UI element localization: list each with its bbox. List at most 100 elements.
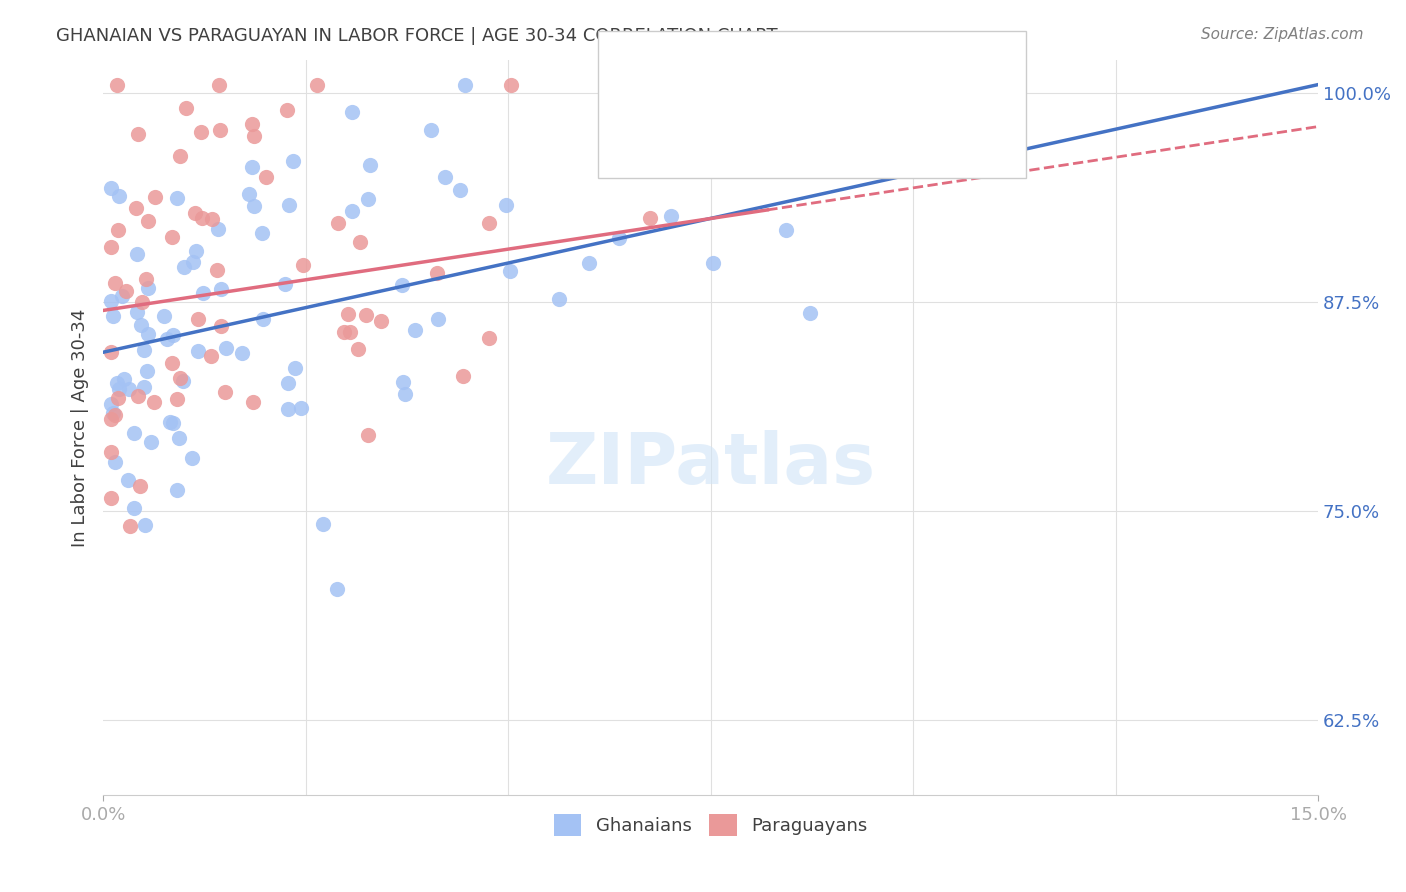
Point <box>127 247 149 261</box>
Point <box>638 211 661 226</box>
Point <box>131 294 153 309</box>
Text: GHANAIAN VS PARAGUAYAN IN LABOR FORCE | AGE 30-34 CORRELATION CHART: GHANAIAN VS PARAGUAYAN IN LABOR FORCE | … <box>56 27 778 45</box>
Point <box>162 327 184 342</box>
Point <box>184 244 207 258</box>
Point <box>169 371 191 385</box>
Point <box>548 292 571 306</box>
Text: ZIPatlas: ZIPatlas <box>546 430 876 499</box>
Point <box>336 307 359 321</box>
Text: 0.348: 0.348 <box>717 66 779 86</box>
Point <box>449 183 471 197</box>
Point <box>254 169 277 184</box>
Point <box>477 331 499 345</box>
Point <box>740 78 762 92</box>
Point <box>274 277 297 292</box>
Point <box>107 391 129 405</box>
Point <box>100 444 122 458</box>
Point <box>354 308 377 322</box>
Point <box>172 374 194 388</box>
Point <box>242 199 264 213</box>
Point <box>252 312 274 326</box>
Point <box>209 282 232 296</box>
Point <box>166 191 188 205</box>
Point <box>609 231 631 245</box>
Point <box>312 516 335 531</box>
Point <box>143 190 166 204</box>
Point <box>702 255 724 269</box>
Point <box>307 78 329 92</box>
Point <box>478 216 501 230</box>
Point <box>191 286 214 301</box>
Point <box>495 198 517 212</box>
Point <box>340 105 363 120</box>
Point <box>356 192 378 206</box>
Point <box>104 409 127 423</box>
Text: 63: 63 <box>845 111 872 130</box>
Point <box>205 263 228 277</box>
Point <box>160 356 183 370</box>
Point <box>342 203 364 218</box>
Point <box>166 392 188 407</box>
Point <box>100 491 122 506</box>
Point <box>114 285 136 299</box>
Point <box>333 325 356 339</box>
Point <box>134 518 156 533</box>
Point <box>100 397 122 411</box>
Point <box>346 342 368 356</box>
Point <box>501 78 523 92</box>
Point <box>112 372 135 386</box>
Point <box>136 281 159 295</box>
Point <box>276 103 298 117</box>
Point <box>136 326 159 341</box>
Point <box>136 214 159 228</box>
Point <box>391 375 413 389</box>
Legend: Ghanaians, Paraguayans: Ghanaians, Paraguayans <box>546 805 876 846</box>
Text: ○: ○ <box>633 62 652 81</box>
Point <box>209 318 232 333</box>
Point <box>231 346 253 360</box>
Point <box>624 144 647 158</box>
Point <box>328 216 350 230</box>
Text: 0.165: 0.165 <box>717 111 779 130</box>
Point <box>281 154 304 169</box>
Point <box>370 314 392 328</box>
Point <box>191 211 214 226</box>
Text: N =: N = <box>801 66 845 86</box>
Point <box>117 473 139 487</box>
Text: 83: 83 <box>845 66 872 86</box>
Point <box>186 312 208 326</box>
Point <box>801 152 824 166</box>
Point <box>100 345 122 359</box>
Point <box>187 343 209 358</box>
Y-axis label: In Labor Force | Age 30-34: In Labor Force | Age 30-34 <box>72 309 89 547</box>
Text: Source: ZipAtlas.com: Source: ZipAtlas.com <box>1201 27 1364 42</box>
Point <box>100 294 122 309</box>
Point <box>242 394 264 409</box>
Point <box>453 369 475 384</box>
Point <box>169 149 191 163</box>
Point <box>578 256 600 270</box>
Point <box>238 187 260 202</box>
Point <box>152 309 174 323</box>
Point <box>127 127 149 141</box>
Point <box>134 343 156 357</box>
Point <box>156 332 179 346</box>
Point <box>160 230 183 244</box>
Point <box>100 412 122 426</box>
Point <box>420 122 443 136</box>
Point <box>101 309 124 323</box>
Point <box>209 123 232 137</box>
Point <box>108 189 131 203</box>
Point <box>325 582 347 597</box>
Text: R =: R = <box>671 111 713 130</box>
Point <box>118 383 141 397</box>
Point <box>105 376 128 390</box>
Point <box>162 416 184 430</box>
Point <box>404 323 426 337</box>
Point <box>214 384 236 399</box>
Point <box>135 272 157 286</box>
Point <box>100 239 122 253</box>
Point <box>391 278 413 293</box>
Point <box>240 160 263 174</box>
Point <box>339 325 361 339</box>
